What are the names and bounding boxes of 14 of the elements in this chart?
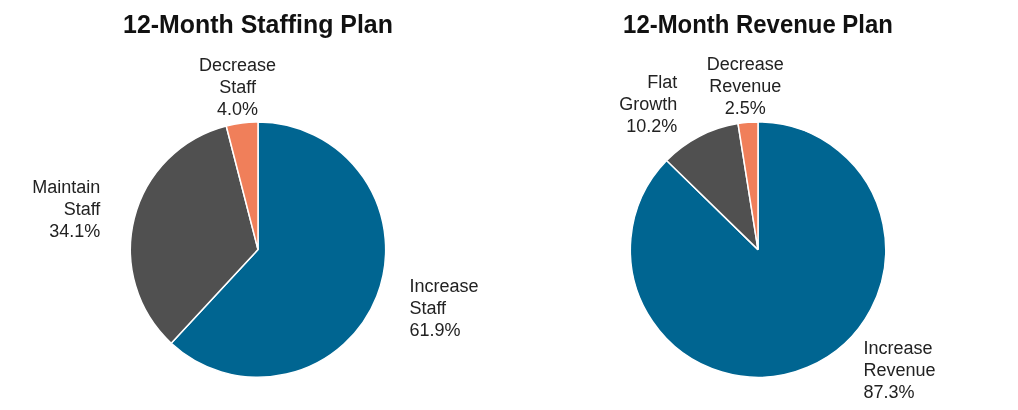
data-label: 34.1% xyxy=(49,220,101,241)
slice-label: Increase Staff xyxy=(409,275,479,318)
chart-title: 12-Month Staffing Plan xyxy=(123,9,393,38)
data-label: 4.0% xyxy=(217,99,259,120)
slice-label: Increase Revenue xyxy=(863,337,936,380)
chart-title: 12-Month Revenue Plan xyxy=(623,8,893,38)
data-label: 10.2% xyxy=(626,116,678,137)
slice-label: Decrease Staff xyxy=(199,55,277,98)
slice-label: Decrease Revenue xyxy=(706,54,784,97)
slice-label: Maintain Staff xyxy=(32,176,102,219)
data-label: 87.3% xyxy=(863,381,915,402)
data-label: 2.5% xyxy=(724,98,766,119)
slice-label: Flat Growth xyxy=(619,72,678,115)
data-label: 61.9% xyxy=(409,319,461,340)
